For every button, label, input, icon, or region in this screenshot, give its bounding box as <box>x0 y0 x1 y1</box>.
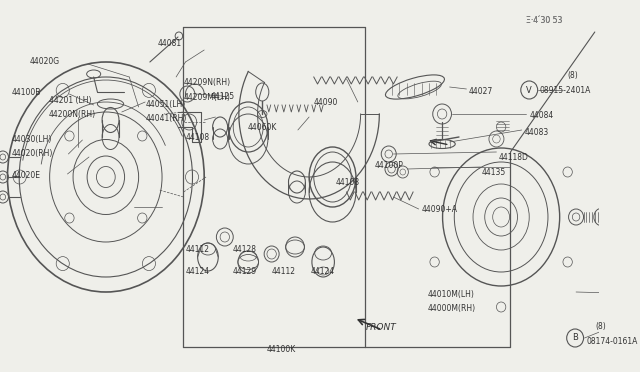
Text: 44129: 44129 <box>232 266 257 276</box>
Text: 44125: 44125 <box>211 92 235 100</box>
Text: FRONT: FRONT <box>365 324 396 333</box>
Text: 44118D: 44118D <box>499 153 528 161</box>
Text: 44081: 44081 <box>157 38 182 48</box>
Text: 44108: 44108 <box>186 132 209 141</box>
Text: 44124: 44124 <box>311 266 335 276</box>
Text: 44084: 44084 <box>529 110 554 119</box>
Text: Ξ·4 ́30 53: Ξ·4 ́30 53 <box>527 16 563 25</box>
Text: 44030(LH): 44030(LH) <box>12 135 52 144</box>
Text: 44000M(RH): 44000M(RH) <box>427 305 476 314</box>
Text: 44201 (LH): 44201 (LH) <box>49 96 92 105</box>
Text: 44060K: 44060K <box>247 122 276 131</box>
Text: 08915-2401A: 08915-2401A <box>540 86 591 94</box>
Text: B: B <box>572 334 578 343</box>
Text: V: V <box>526 86 532 94</box>
Text: 44100K: 44100K <box>267 346 296 355</box>
Text: 44200N(RH): 44200N(RH) <box>49 109 96 119</box>
Text: 44209M(LH): 44209M(LH) <box>184 93 230 102</box>
Text: Ξ·4 ́30 53: Ξ·4 ́30 53 <box>527 16 563 25</box>
Text: 44083: 44083 <box>525 128 548 137</box>
Text: 44108: 44108 <box>335 177 360 186</box>
Text: 44135: 44135 <box>481 167 506 176</box>
Text: 44100B: 44100B <box>12 87 40 96</box>
Text: 44020(RH): 44020(RH) <box>12 148 52 157</box>
Text: (8): (8) <box>568 71 579 80</box>
Text: (8): (8) <box>596 321 607 330</box>
Text: 44090: 44090 <box>314 97 338 106</box>
Text: 44027: 44027 <box>468 87 493 96</box>
Text: 08174-0161A: 08174-0161A <box>586 337 637 346</box>
Text: 44124: 44124 <box>186 266 209 276</box>
Text: 44112: 44112 <box>186 244 209 253</box>
Text: 44112: 44112 <box>271 266 296 276</box>
Text: 44041(RH): 44041(RH) <box>146 113 188 122</box>
Text: 44209N(RH): 44209N(RH) <box>184 77 230 87</box>
Text: 44020G: 44020G <box>30 57 60 65</box>
Text: 44051(LH): 44051(LH) <box>146 99 186 109</box>
Text: 44100P: 44100P <box>374 160 404 170</box>
Text: 44020E: 44020E <box>12 170 40 180</box>
Text: 44090+A: 44090+A <box>422 205 458 214</box>
Text: 44128: 44128 <box>232 244 256 253</box>
Text: 44010M(LH): 44010M(LH) <box>427 289 474 298</box>
